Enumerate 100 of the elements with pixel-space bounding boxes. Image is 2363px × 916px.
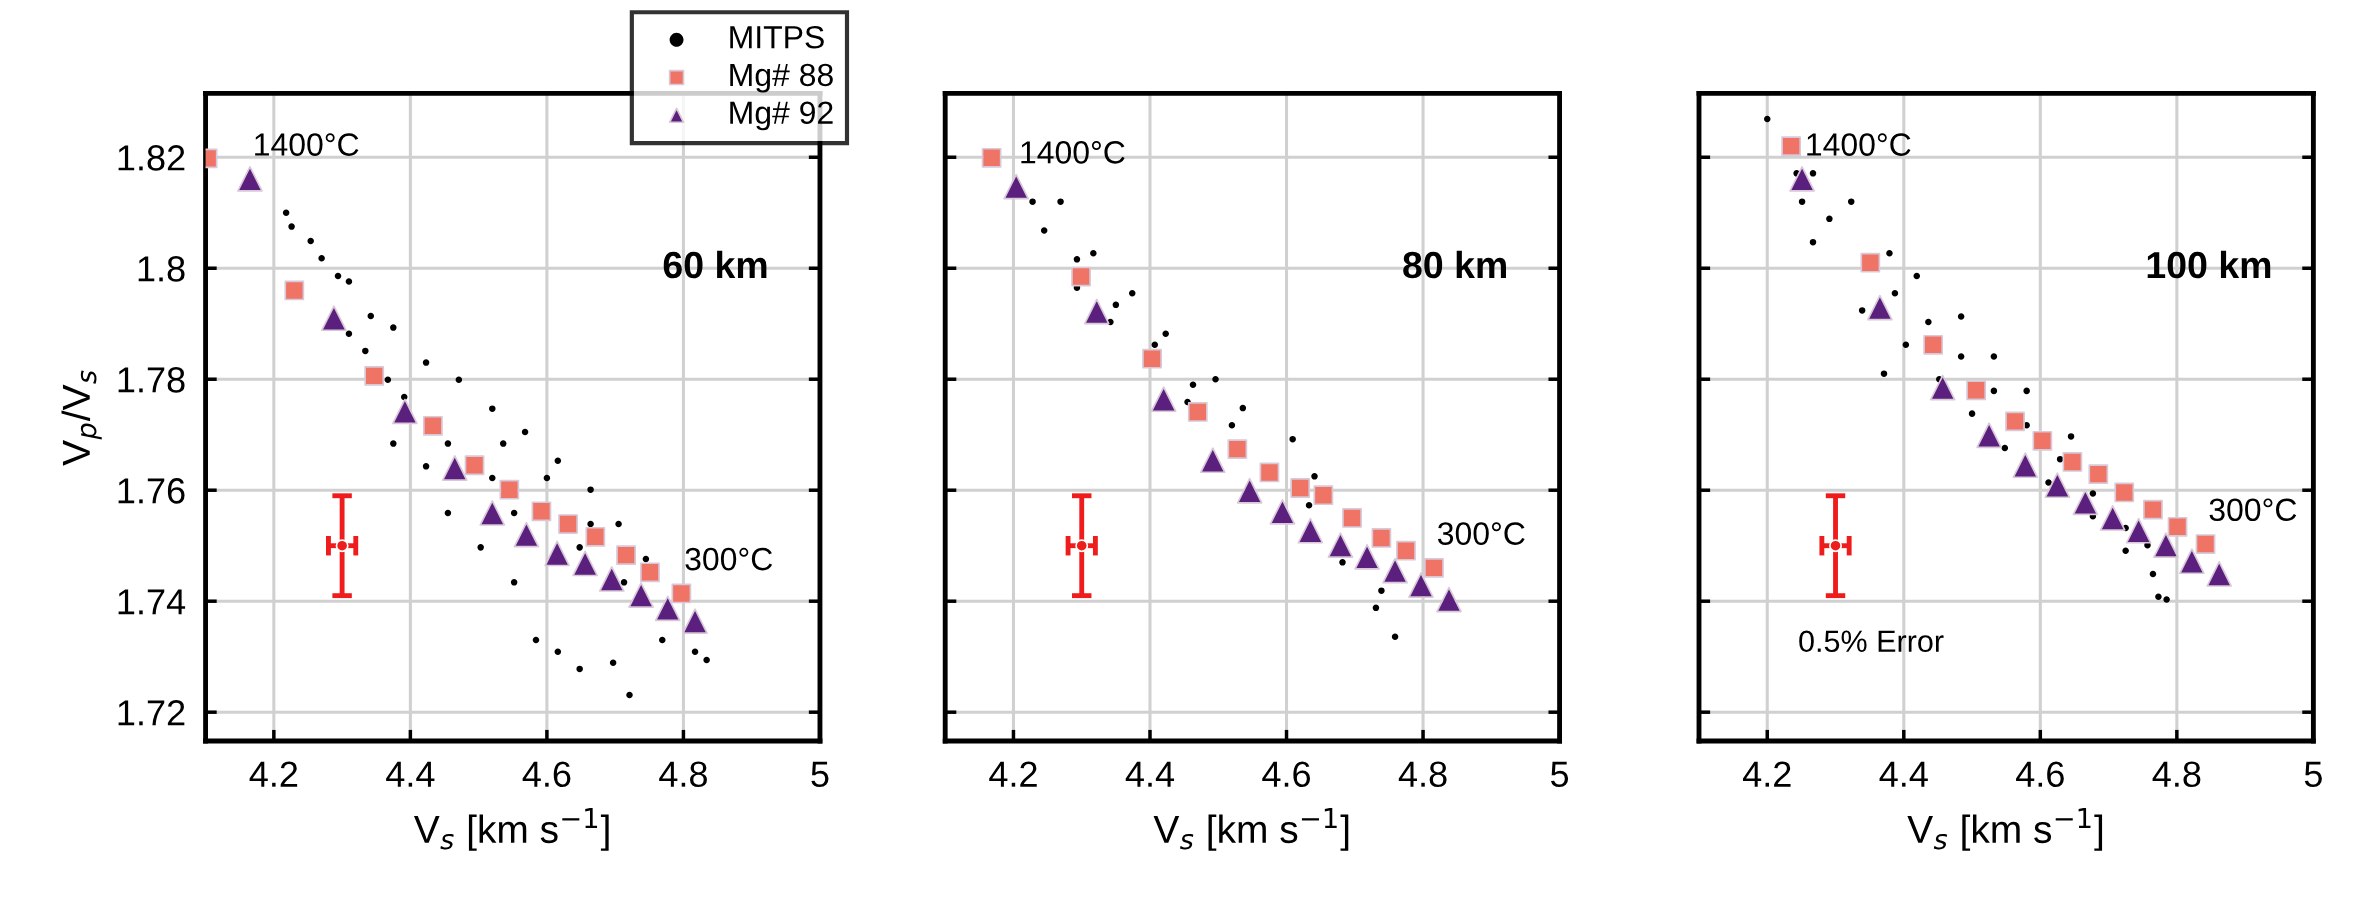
point bbox=[1239, 404, 1247, 412]
point bbox=[2122, 547, 2129, 554]
point bbox=[1809, 170, 1817, 177]
point bbox=[1003, 173, 1030, 200]
point bbox=[2206, 561, 2233, 587]
point bbox=[1891, 289, 1899, 297]
point bbox=[367, 312, 375, 320]
y-tick-label: 1.82 bbox=[118, 145, 185, 171]
point bbox=[1313, 485, 1334, 506]
x-tick-label: 4.2 bbox=[989, 761, 1037, 787]
annotation: 300°C bbox=[685, 547, 773, 571]
point bbox=[1289, 435, 1296, 443]
point bbox=[489, 474, 496, 482]
x-axis-title: V$_{s}$ [km s$^{−1}$] bbox=[413, 808, 609, 851]
point bbox=[1339, 559, 1346, 566]
point bbox=[558, 514, 578, 534]
x-tick-label: 5 bbox=[1550, 761, 1569, 788]
point bbox=[1083, 298, 1110, 325]
point bbox=[576, 665, 583, 673]
point bbox=[364, 366, 385, 386]
point bbox=[423, 415, 443, 436]
point bbox=[1764, 115, 1771, 123]
point bbox=[1391, 633, 1399, 640]
point bbox=[640, 562, 660, 583]
point bbox=[307, 237, 314, 245]
annotation: 60 km bbox=[663, 250, 767, 279]
point bbox=[2056, 455, 2064, 463]
point bbox=[1311, 473, 1318, 480]
point bbox=[1236, 477, 1263, 504]
point bbox=[477, 544, 484, 551]
point bbox=[1860, 252, 1881, 273]
point bbox=[422, 359, 430, 366]
x-tick-label: 4.8 bbox=[1398, 761, 1447, 788]
point bbox=[1809, 238, 1817, 246]
point bbox=[521, 428, 529, 436]
point bbox=[1372, 604, 1380, 612]
point bbox=[422, 463, 430, 470]
point bbox=[2167, 516, 2188, 537]
point bbox=[2099, 505, 2126, 531]
x-tick-label: 4.4 bbox=[1879, 761, 1928, 787]
annotation: 1400°C bbox=[1021, 141, 1125, 164]
point bbox=[1798, 198, 1806, 205]
point bbox=[981, 147, 1002, 168]
point bbox=[321, 305, 347, 332]
y-tick-label: 1.78 bbox=[118, 367, 185, 393]
point bbox=[345, 278, 353, 285]
point bbox=[2067, 433, 2075, 440]
point bbox=[1436, 586, 1462, 613]
point bbox=[587, 520, 594, 528]
point bbox=[1073, 256, 1081, 263]
point bbox=[2062, 452, 2083, 472]
point bbox=[513, 521, 540, 548]
point bbox=[1354, 543, 1380, 570]
point bbox=[585, 526, 606, 547]
point bbox=[1189, 381, 1197, 389]
point bbox=[2143, 499, 2163, 520]
point bbox=[620, 579, 628, 586]
point bbox=[499, 440, 507, 447]
x-tick-label: 4.4 bbox=[1125, 761, 1175, 787]
point bbox=[2001, 444, 2009, 452]
point bbox=[1913, 272, 1921, 280]
point bbox=[544, 540, 571, 567]
point bbox=[390, 324, 397, 331]
point bbox=[1902, 341, 1910, 349]
point bbox=[1990, 387, 1998, 395]
point bbox=[444, 509, 452, 517]
point bbox=[464, 455, 485, 476]
point bbox=[609, 659, 617, 667]
point bbox=[2032, 430, 2053, 451]
point bbox=[1371, 528, 1392, 548]
point bbox=[531, 501, 552, 522]
point bbox=[2005, 411, 2025, 432]
point bbox=[1826, 215, 1833, 223]
point bbox=[1128, 289, 1136, 297]
point bbox=[2045, 479, 2052, 486]
point bbox=[598, 566, 625, 592]
point bbox=[334, 272, 342, 280]
point bbox=[1976, 422, 2002, 449]
point bbox=[1290, 478, 1311, 498]
y-tick-label: 1.72 bbox=[118, 700, 185, 726]
point bbox=[615, 520, 622, 528]
point bbox=[1259, 462, 1280, 483]
x-tick-label: 5 bbox=[2304, 761, 2322, 788]
point bbox=[284, 280, 305, 301]
point bbox=[1990, 353, 1998, 360]
y-tick-label: 1.74 bbox=[118, 589, 186, 615]
y-tick-label: 1.76 bbox=[118, 478, 185, 504]
point bbox=[479, 500, 506, 526]
point bbox=[1162, 330, 1169, 337]
y-tick-label: 1.8 bbox=[138, 256, 185, 282]
point bbox=[1858, 307, 1866, 314]
annotation: 100 km bbox=[2147, 250, 2271, 279]
point bbox=[1789, 166, 1815, 192]
point bbox=[1781, 136, 1802, 157]
point bbox=[703, 656, 710, 664]
point bbox=[554, 457, 562, 465]
point bbox=[1342, 508, 1362, 528]
point bbox=[1112, 301, 1120, 309]
point bbox=[362, 347, 369, 355]
point bbox=[1880, 370, 1888, 377]
